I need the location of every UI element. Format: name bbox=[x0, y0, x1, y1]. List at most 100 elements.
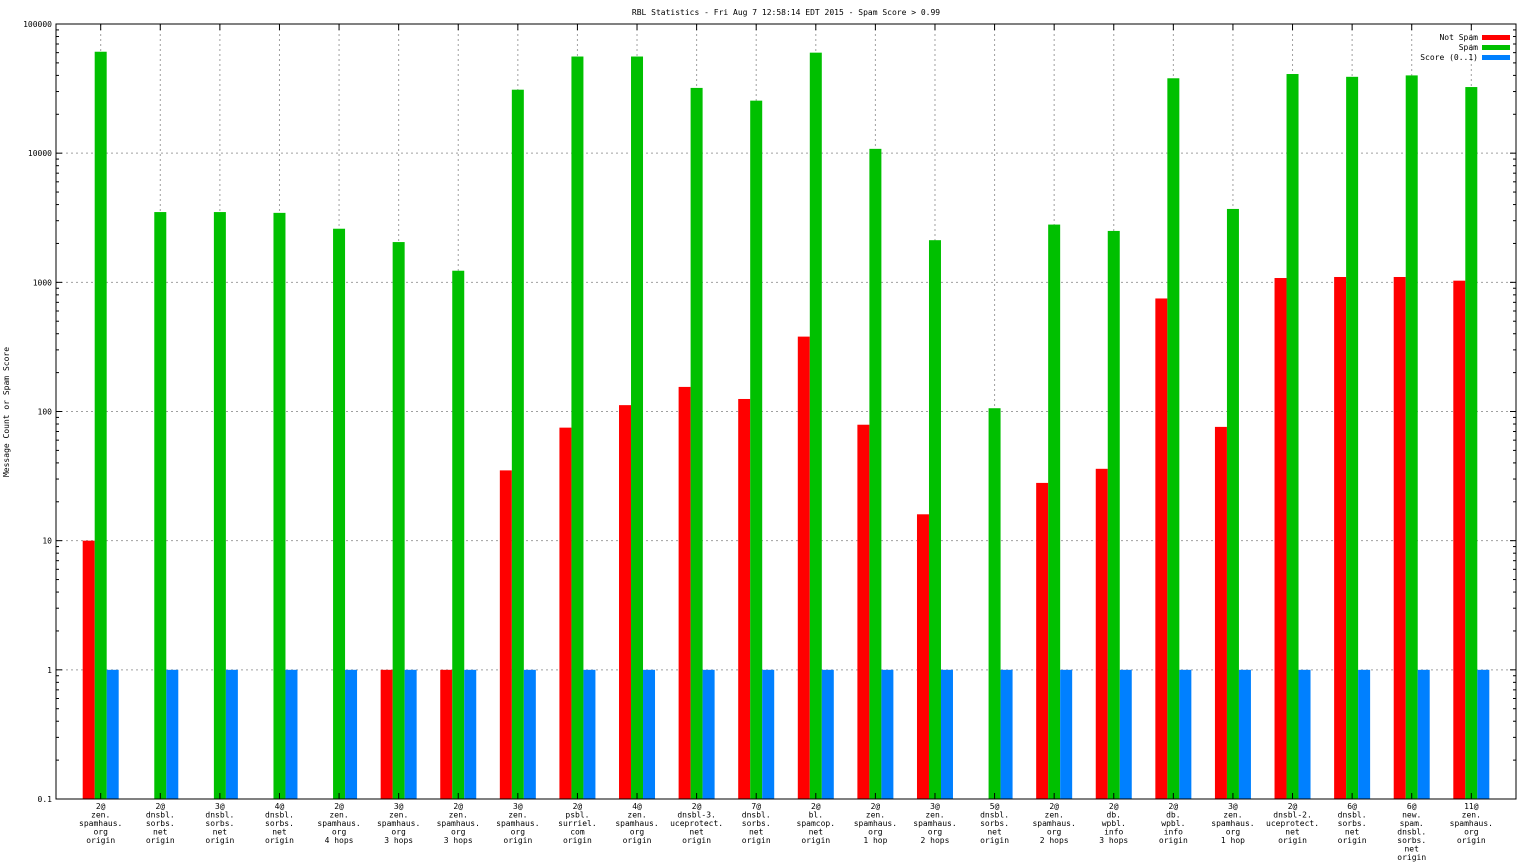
x-tick-label: 3@ bbox=[513, 802, 523, 811]
x-tick-label: dnsbl-2. bbox=[1273, 811, 1312, 820]
x-tick-label: 2@ bbox=[155, 802, 165, 811]
x-tick-label: uceprotect. bbox=[1266, 819, 1319, 828]
x-tick-label: net bbox=[749, 828, 764, 837]
bar-spam bbox=[392, 242, 405, 799]
bar-not-spam bbox=[738, 398, 751, 799]
y-axis-label: Message Count or Spam Score bbox=[2, 347, 11, 477]
bar-spam bbox=[1048, 224, 1061, 799]
x-tick-label: 2@ bbox=[453, 802, 463, 811]
bar-not-spam bbox=[1274, 278, 1287, 799]
bar-score-0-1 bbox=[1060, 669, 1073, 799]
bar-spam bbox=[631, 56, 644, 800]
bar-spam bbox=[1107, 230, 1120, 800]
x-tick-label: 11@ bbox=[1464, 802, 1479, 811]
x-tick-label: org bbox=[1464, 828, 1479, 837]
x-tick-label: zen. bbox=[449, 811, 468, 820]
x-tick-label: 2@ bbox=[811, 802, 821, 811]
bar-spam bbox=[1465, 87, 1478, 799]
x-tick-label: info bbox=[1104, 828, 1123, 837]
axes-group bbox=[55, 23, 1517, 800]
bar-not-spam bbox=[380, 669, 393, 799]
bar-not-spam bbox=[1214, 426, 1227, 799]
x-tick-label: 3@ bbox=[394, 802, 404, 811]
bar-score-0-1 bbox=[523, 669, 536, 799]
x-tick-label: net bbox=[809, 828, 824, 837]
bar-spam bbox=[1405, 75, 1418, 800]
bar-not-spam bbox=[1334, 276, 1347, 799]
x-tick-label: db. bbox=[1107, 811, 1121, 820]
bar-spam bbox=[1167, 78, 1180, 799]
x-tick-label: origin bbox=[265, 836, 294, 845]
x-tick-label: net bbox=[1285, 828, 1300, 837]
y-tick-label: 100000 bbox=[23, 20, 52, 29]
x-tick-label: wpbl. bbox=[1161, 819, 1185, 828]
bar-not-spam bbox=[797, 336, 810, 799]
bar-score-0-1 bbox=[881, 669, 894, 799]
x-tick-label: spamhaus. bbox=[79, 819, 122, 828]
x-tick-label: org bbox=[630, 828, 645, 837]
x-tick-label: dnsbl. bbox=[1397, 828, 1426, 837]
x-tick-label: origin bbox=[1338, 836, 1367, 845]
x-tick-label: 2 hops bbox=[1040, 836, 1069, 845]
x-tick-label: 3@ bbox=[215, 802, 225, 811]
bar-spam bbox=[333, 228, 346, 799]
x-tick-label: net bbox=[213, 828, 228, 837]
y-tick-label: 1 bbox=[47, 666, 52, 675]
x-tick-label: spamhaus. bbox=[317, 819, 360, 828]
y-tick-label: 10000 bbox=[28, 149, 52, 158]
x-tick-label: info bbox=[1164, 828, 1183, 837]
bar-score-0-1 bbox=[285, 669, 298, 799]
plot-frame bbox=[55, 23, 1517, 800]
x-tick-label: origin bbox=[801, 836, 830, 845]
x-tick-label: 4 hops bbox=[325, 836, 354, 845]
x-tick-label: zen. bbox=[91, 811, 110, 820]
bar-not-spam bbox=[499, 470, 512, 799]
bar-not-spam bbox=[82, 540, 95, 799]
x-tick-label: 3@ bbox=[1228, 802, 1238, 811]
bars-group bbox=[82, 51, 1490, 800]
bar-not-spam bbox=[857, 424, 870, 799]
x-tick-label: zen. bbox=[925, 811, 944, 820]
x-tick-label: wpbl. bbox=[1102, 819, 1126, 828]
x-tick-label: dnsbl. bbox=[205, 811, 234, 820]
x-tick-label: origin bbox=[1159, 836, 1188, 845]
x-tick-label: origin bbox=[503, 836, 532, 845]
x-tick-label: 3 hops bbox=[1099, 836, 1128, 845]
x-tick-label: 3 hops bbox=[444, 836, 473, 845]
x-tick-label: spamhaus. bbox=[854, 819, 897, 828]
bar-spam bbox=[750, 100, 763, 800]
x-tick-label: net bbox=[689, 828, 704, 837]
x-tick-label: 2@ bbox=[871, 802, 881, 811]
bar-spam bbox=[928, 240, 941, 799]
x-tick-label: 2@ bbox=[1288, 802, 1298, 811]
bar-not-spam bbox=[1095, 468, 1108, 799]
x-tick-label: new. bbox=[1402, 811, 1421, 820]
x-tick-label: zen. bbox=[866, 811, 885, 820]
x-tick-label: sorbs. bbox=[265, 819, 294, 828]
x-tick-label: net bbox=[1404, 845, 1419, 854]
x-tick-label: origin bbox=[205, 836, 234, 845]
bar-score-0-1 bbox=[940, 669, 953, 799]
bar-not-spam bbox=[916, 514, 929, 799]
x-tick-label: sorbs. bbox=[146, 819, 175, 828]
x-tick-label: dnsbl. bbox=[1338, 811, 1367, 820]
x-tick-label: psbl. bbox=[565, 811, 589, 820]
bar-spam bbox=[869, 148, 882, 799]
y-tick-label: 0.1 bbox=[38, 795, 53, 804]
x-tick-label: surriel. bbox=[558, 819, 597, 828]
legend-swatch bbox=[1482, 35, 1510, 40]
x-tick-label: 2@ bbox=[692, 802, 702, 811]
x-tick-label: org bbox=[1047, 828, 1062, 837]
bar-score-0-1 bbox=[1298, 669, 1311, 799]
x-tick-label: zen. bbox=[508, 811, 527, 820]
x-tick-label: origin bbox=[1278, 836, 1307, 845]
x-tick-label: 2 hops bbox=[921, 836, 950, 845]
x-tick-label: spamhaus. bbox=[1032, 819, 1075, 828]
bar-score-0-1 bbox=[106, 669, 119, 799]
x-tick-label: org bbox=[511, 828, 526, 837]
bar-score-0-1 bbox=[1000, 669, 1013, 799]
x-tick-label: 1 hop bbox=[863, 836, 887, 845]
bar-score-0-1 bbox=[1238, 669, 1251, 799]
x-tick-label: origin bbox=[86, 836, 115, 845]
